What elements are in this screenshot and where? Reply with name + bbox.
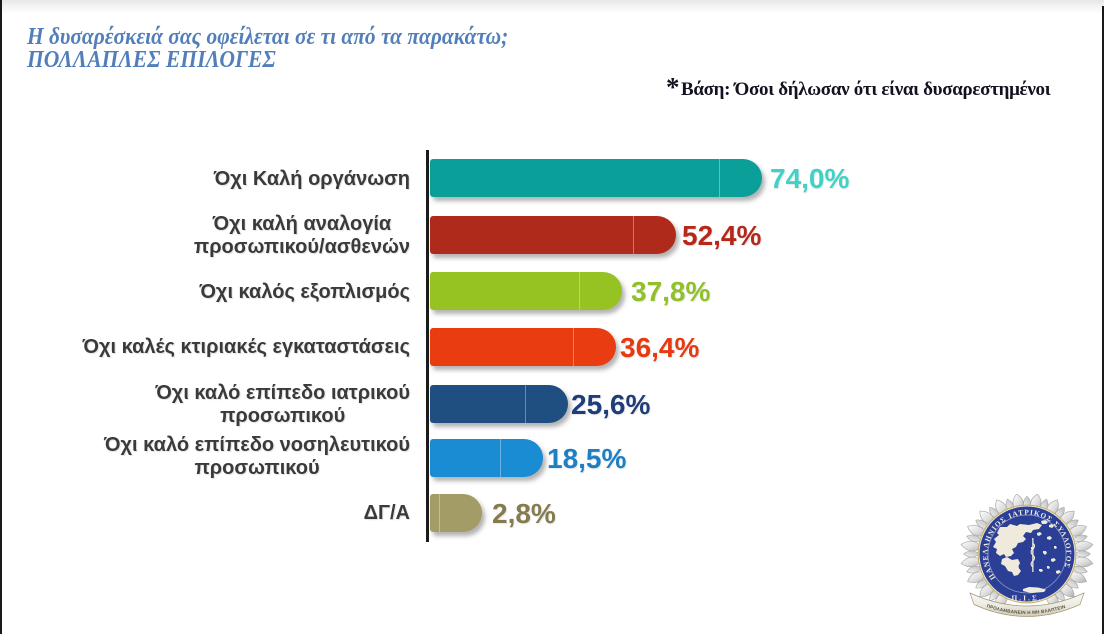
svg-text:Π.Ι.Σ.: Π.Ι.Σ.: [1012, 594, 1043, 603]
